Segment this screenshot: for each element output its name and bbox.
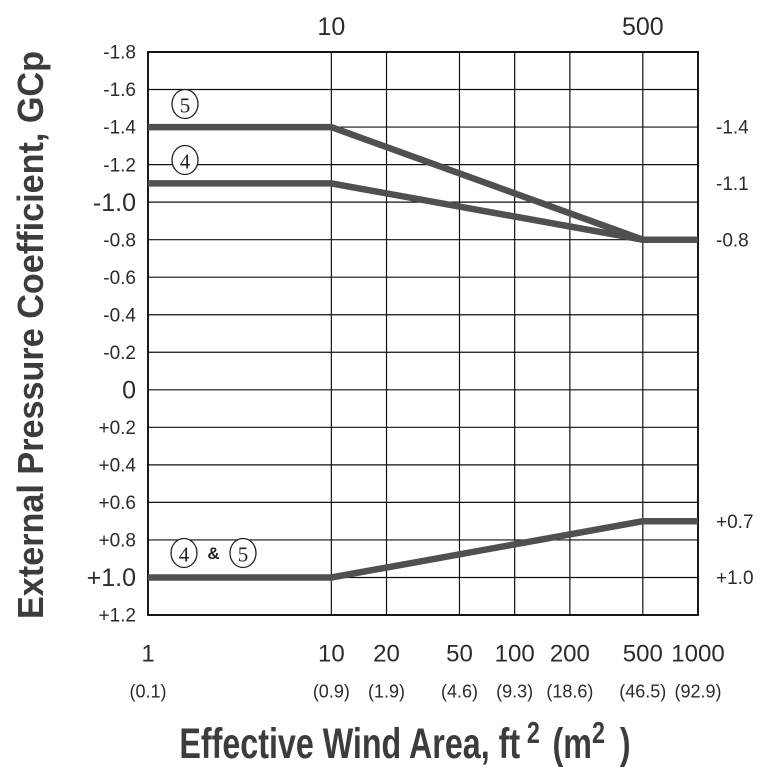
x-tick-metric-label: (9.3) xyxy=(496,681,533,701)
y-tick-label: +0.2 xyxy=(98,418,136,439)
x-tick-metric-label: (0.9) xyxy=(313,681,350,701)
zone-labels: 544 & 5 xyxy=(170,88,257,569)
x-axis-ticks-bottom: 1 (0.1) 10 (0.9) 20 (1.9) 50 (4.6) 100 (9.3) 200 (1… xyxy=(129,640,724,701)
x-axis-title-exponent: 2 xyxy=(527,715,540,750)
x-tick-metric-label: (0.1) xyxy=(129,681,166,701)
zone-label-ampersand: & xyxy=(207,544,219,563)
zone-label-text: 5 xyxy=(180,93,191,117)
x-axis-title-text: Effective Wind Area, ft xyxy=(179,721,520,769)
y-axis-title: External Pressure Coefficient, GCp xyxy=(10,51,51,619)
x-tick-metric-label: (1.9) xyxy=(368,681,405,701)
x-axis-title-metric-exponent: 2 xyxy=(592,715,605,750)
x-tick-label: 100 xyxy=(495,640,535,667)
y-tick-label: -0.2 xyxy=(103,343,136,364)
y-right-tick-label: -1.1 xyxy=(716,174,749,195)
x-tick-label: 1000 xyxy=(671,640,724,667)
x-tick-metric-label: (92.9) xyxy=(674,681,721,701)
y-tick-label: -1.2 xyxy=(103,155,136,176)
x-axis-title-metric-unit: (m xyxy=(553,721,592,769)
y-axis-ticks-right: -1.4 -1.1 -0.8 +0.7 +1.0 xyxy=(716,118,754,589)
y-right-tick-label: -1.4 xyxy=(716,118,749,139)
zone-label-text: 4 xyxy=(179,542,190,566)
y-tick-label: +1.0 xyxy=(87,564,136,592)
zone-label-circle xyxy=(171,88,199,120)
y-tick-label: -1.4 xyxy=(103,118,136,139)
y-tick-label: +0.6 xyxy=(98,493,136,514)
x-tick-metric-label: (18.6) xyxy=(546,681,593,701)
zone-label-text: 4 xyxy=(180,149,191,173)
x-tick-label: 200 xyxy=(550,640,590,667)
y-tick-label: -0.6 xyxy=(103,268,136,289)
y-tick-label: +0.8 xyxy=(98,531,136,552)
x-tick-label: 10 xyxy=(318,640,345,667)
x-axis-title-group: Effective Wind Area, ft 2 (m2) xyxy=(179,715,630,768)
x-tick-label: 1 xyxy=(141,640,154,667)
series-line-4-and-5 xyxy=(148,517,698,581)
x-axis-title: Effective Wind Area, ft 2 (m2) xyxy=(179,715,630,768)
x-tick-label: 20 xyxy=(373,640,400,667)
y-tick-label: -1.6 xyxy=(103,80,136,101)
series-line-4 xyxy=(148,180,698,243)
series-lines xyxy=(148,123,698,581)
x-top-tick-label: 10 xyxy=(317,13,345,41)
x-axis-title-close-paren: ) xyxy=(620,721,631,769)
y-right-tick-label: +0.7 xyxy=(716,512,754,533)
y-tick-label: +0.4 xyxy=(98,456,136,477)
y-tick-label: -0.4 xyxy=(103,305,136,326)
plot-border xyxy=(147,51,699,616)
zone-label-text: 5 xyxy=(238,542,249,566)
x-tick-label: 50 xyxy=(446,640,473,667)
x-tick-metric-label: (4.6) xyxy=(441,681,478,701)
y-tick-label: -1.0 xyxy=(93,189,136,217)
y-tick-label: -1.8 xyxy=(103,43,136,64)
zone-label-circle xyxy=(171,144,199,176)
y-axis-ticks-left: -1.8 -1.6 -1.4 -1.2 -1.0 -0.8 -0.6 -0.4 -0.2 0 +0.… xyxy=(87,43,137,627)
zone-label-circle xyxy=(229,537,257,569)
grid xyxy=(148,51,698,616)
x-axis-ticks-top: 10 500 xyxy=(317,13,663,41)
y-right-tick-label: +1.0 xyxy=(716,568,754,589)
x-tick-label: 500 xyxy=(623,640,663,667)
y-right-tick-label: -0.8 xyxy=(716,230,749,251)
zone-label-circle xyxy=(170,537,198,569)
y-tick-label: +1.2 xyxy=(98,606,136,627)
y-tick-label: 0 xyxy=(122,377,136,405)
x-top-tick-label: 500 xyxy=(622,13,664,41)
x-tick-metric-label: (46.5) xyxy=(619,681,666,701)
y-tick-label: -0.8 xyxy=(103,230,136,251)
